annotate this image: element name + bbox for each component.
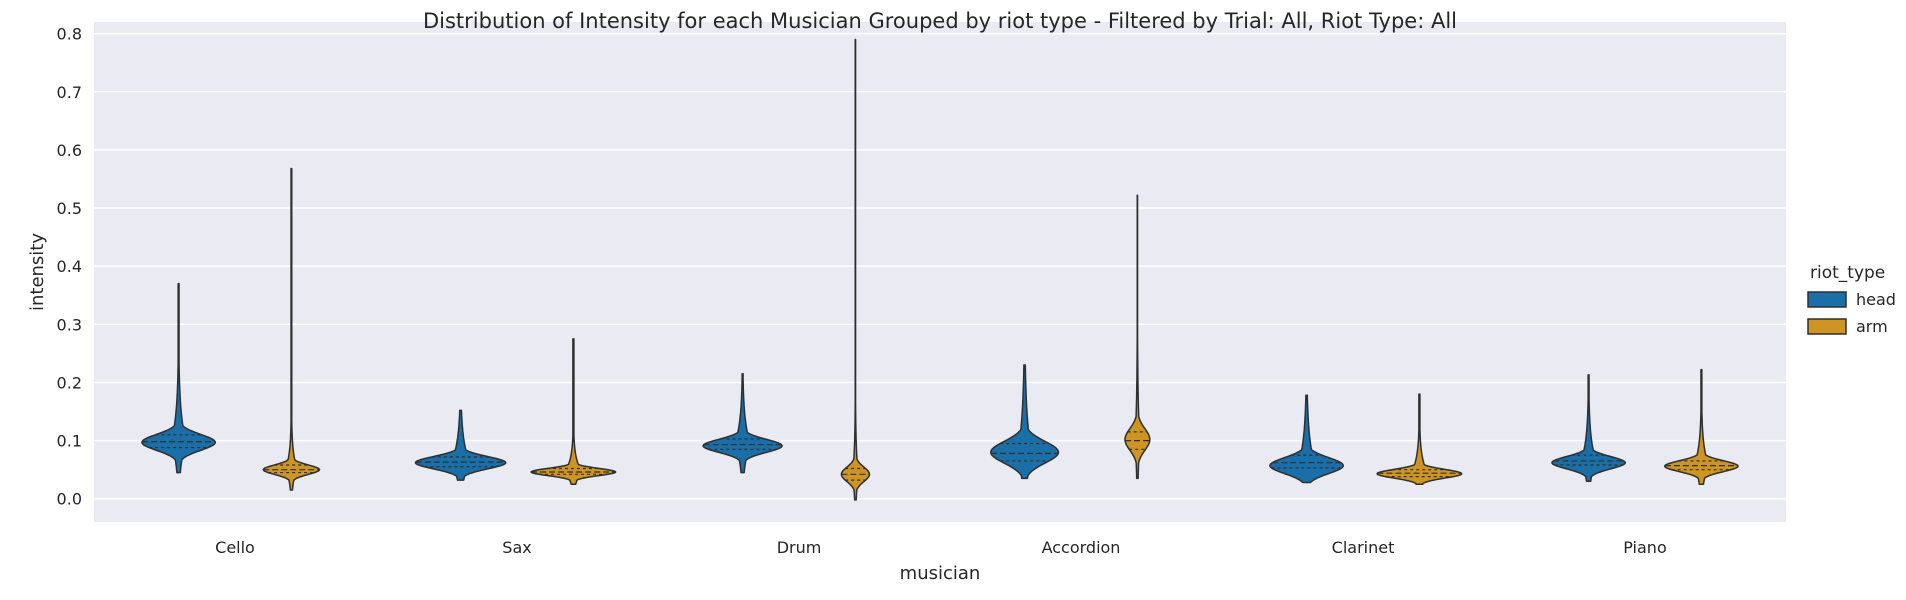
violin-arm-piano bbox=[1664, 368, 1739, 485]
gridlines bbox=[94, 32, 1786, 500]
violin-arm-drum bbox=[840, 38, 871, 501]
y-tick-label-3: 0.3 bbox=[57, 315, 82, 334]
x-axis-label: musician bbox=[900, 563, 981, 584]
legend-swatch-arm bbox=[1807, 318, 1847, 335]
violin-arm-cello bbox=[262, 167, 321, 491]
y-tick-label-0: 0.0 bbox=[57, 490, 82, 509]
x-tick-label-clarinet: Clarinet bbox=[1332, 538, 1395, 557]
x-tick-label-piano: Piano bbox=[1623, 538, 1666, 557]
x-tick-label-drum: Drum bbox=[777, 538, 822, 557]
violin-arm-accordion bbox=[1124, 194, 1151, 480]
violin-arm-sax bbox=[530, 338, 617, 485]
x-tick-label-accordion: Accordion bbox=[1042, 538, 1121, 557]
x-tick-label-cello: Cello bbox=[215, 538, 255, 557]
legend-title: riot_type bbox=[1810, 263, 1885, 283]
legend: riot_type head arm bbox=[1807, 263, 1896, 336]
y-tick-label-6: 0.6 bbox=[57, 141, 82, 160]
chart-title: Distribution of Intensity for each Music… bbox=[423, 9, 1457, 33]
y-tick-label-2: 0.2 bbox=[57, 373, 82, 392]
x-tick-labels: Cello Sax Drum Accordion Clarinet Piano bbox=[215, 538, 1667, 557]
y-tick-label-4: 0.4 bbox=[57, 257, 82, 276]
y-tick-label-7: 0.7 bbox=[57, 83, 82, 102]
y-tick-label-1: 0.1 bbox=[57, 432, 82, 451]
y-tick-label-5: 0.5 bbox=[57, 199, 82, 218]
violin-arm-clarinet bbox=[1376, 393, 1463, 485]
y-axis-label: intensity bbox=[27, 233, 48, 311]
violin-head-drum bbox=[702, 372, 783, 474]
legend-label-arm: arm bbox=[1856, 317, 1888, 336]
violin-head-piano bbox=[1551, 374, 1626, 483]
y-tick-labels: 0.0 0.1 0.2 0.3 0.4 0.5 0.6 0.7 0.8 bbox=[57, 25, 82, 509]
violin-head-clarinet bbox=[1269, 394, 1344, 484]
legend-label-head: head bbox=[1856, 290, 1896, 309]
plot-background bbox=[94, 22, 1786, 522]
y-tick-label-8: 0.8 bbox=[57, 25, 82, 44]
violins bbox=[141, 38, 1739, 501]
legend-swatch-head bbox=[1807, 291, 1847, 308]
violin-head-cello bbox=[141, 282, 216, 474]
violin-head-accordion bbox=[990, 364, 1060, 480]
x-tick-label-sax: Sax bbox=[502, 538, 531, 557]
